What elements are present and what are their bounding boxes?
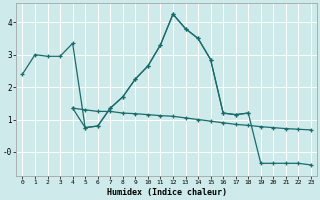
- X-axis label: Humidex (Indice chaleur): Humidex (Indice chaleur): [107, 188, 227, 197]
